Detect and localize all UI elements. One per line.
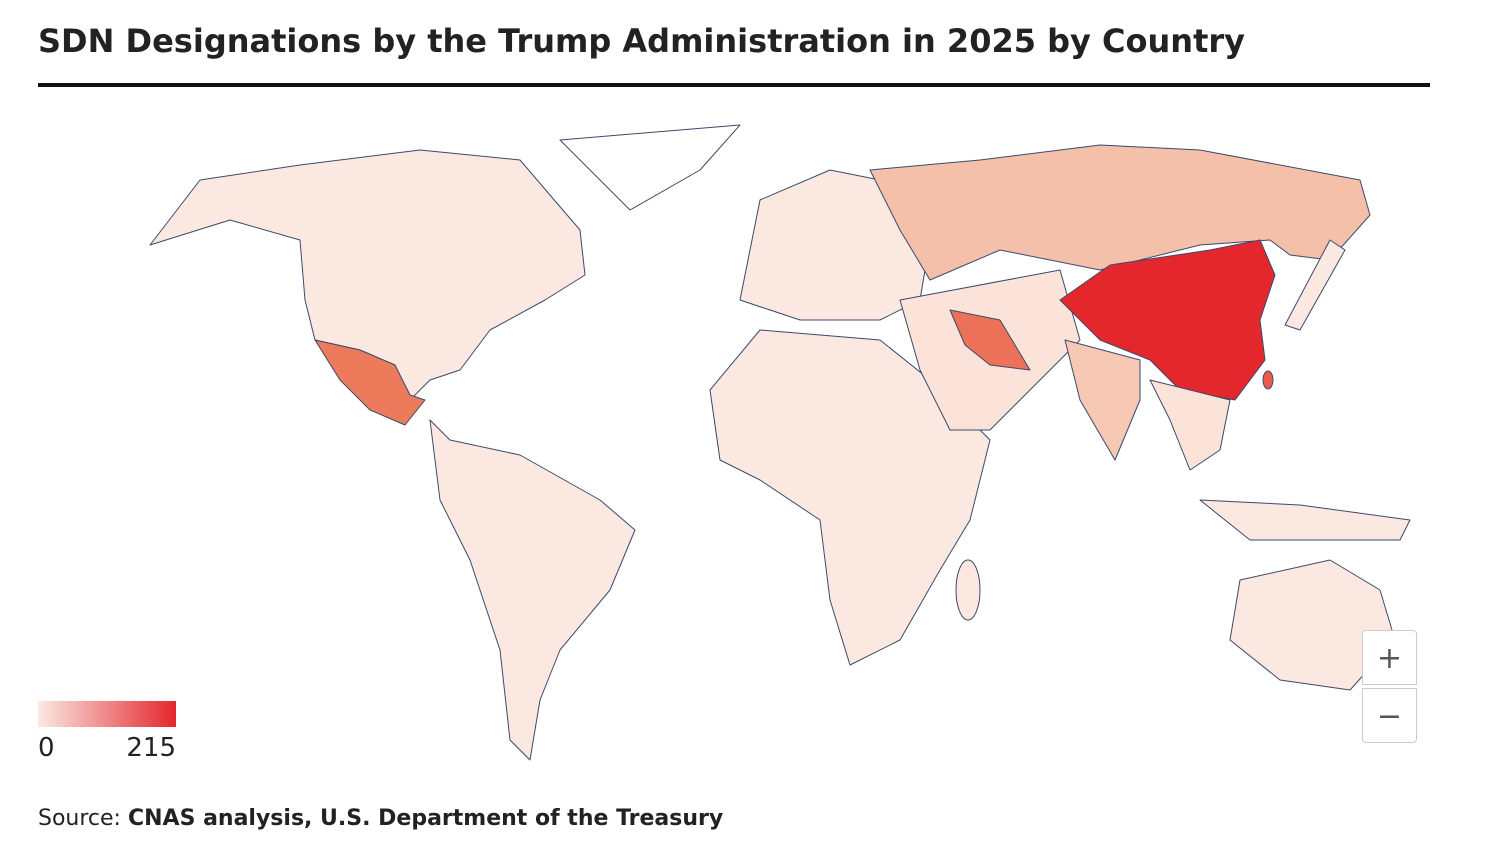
source-text: CNAS analysis, U.S. Department of the Tr…	[127, 806, 724, 831]
africa	[709, 329, 991, 666]
zoom-out-button[interactable]: −	[1362, 688, 1417, 743]
taiwan	[1262, 370, 1274, 390]
southeast-asia	[1149, 379, 1231, 471]
greenland	[559, 124, 741, 211]
source: Source: CNAS analysis, U.S. Department o…	[38, 806, 723, 831]
countries	[149, 124, 1411, 761]
source-label: Source:	[38, 806, 121, 831]
indonesia	[1199, 499, 1411, 541]
china	[1059, 239, 1276, 401]
legend-min: 0	[38, 733, 55, 763]
legend-max: 215	[126, 733, 176, 763]
mexico	[314, 339, 426, 426]
madagascar	[955, 559, 981, 621]
legend-bar	[38, 701, 176, 727]
map: 0 215	[38, 124, 1411, 763]
iran	[949, 309, 1031, 371]
north-america	[149, 149, 586, 401]
zoom-in-button[interactable]: +	[1362, 630, 1417, 685]
title: SDN Designations by the Trump Administra…	[38, 22, 1245, 60]
south-america	[429, 419, 636, 761]
title-rule	[38, 83, 1430, 87]
japan	[1284, 239, 1346, 331]
india	[1064, 339, 1141, 461]
russia	[869, 144, 1371, 281]
